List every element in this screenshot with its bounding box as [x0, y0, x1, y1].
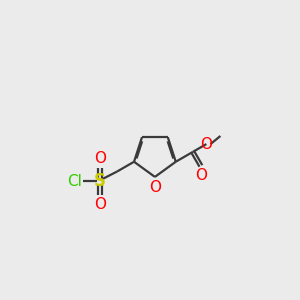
Text: O: O	[195, 168, 207, 183]
Text: O: O	[149, 180, 161, 195]
Text: S: S	[94, 172, 106, 190]
Text: O: O	[200, 136, 212, 152]
Text: Cl: Cl	[67, 174, 82, 189]
Text: O: O	[94, 196, 106, 211]
Text: O: O	[94, 151, 106, 166]
